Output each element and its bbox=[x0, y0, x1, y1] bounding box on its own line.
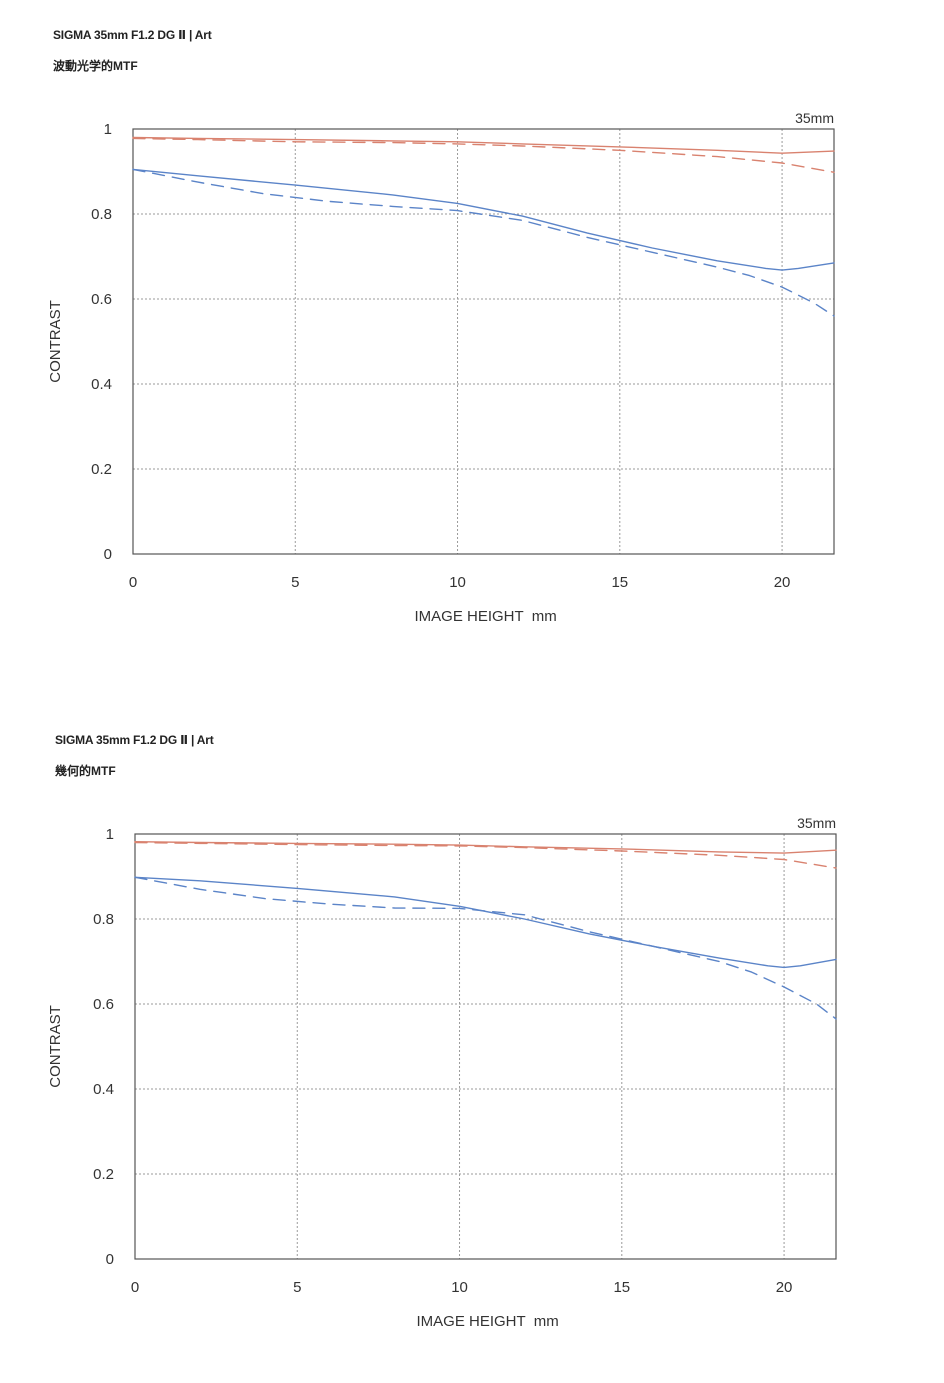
y-tick-label: 0.2 bbox=[93, 1166, 114, 1183]
mtf-series-blue-solid bbox=[132, 168, 835, 271]
product-title: SIGMA 35mm F1.2 DG Ⅱ | Art bbox=[55, 733, 214, 747]
mtf-chart-wave-optics: 0 5 10 15 20 0 0.2 0.4 0.6 0.8 1 IMAGE HEIGHT mm CON… bbox=[47, 110, 835, 625]
x-tick-label: 20 bbox=[776, 1279, 793, 1296]
x-tick-label: 20 bbox=[774, 574, 791, 591]
y-axis-label: CONTRAST bbox=[47, 1005, 64, 1088]
mtf-panel-geometric: SIGMA 35mm F1.2 DG Ⅱ | Art 幾何的MTF 0 5 10 15… bbox=[0, 705, 944, 1383]
mtf-series-blue-dashed bbox=[132, 168, 835, 317]
y-tick-label: 0.6 bbox=[93, 996, 114, 1013]
y-tick-label: 1 bbox=[106, 826, 114, 843]
mtf-series-red-solid bbox=[134, 841, 837, 854]
plot-frame bbox=[132, 128, 835, 555]
x-tick-label: 0 bbox=[129, 574, 137, 591]
x-tick-label: 10 bbox=[451, 1279, 468, 1296]
x-axis-label: IMAGE HEIGHT mm bbox=[416, 1313, 558, 1330]
x-axis-label: IMAGE HEIGHT mm bbox=[414, 608, 556, 625]
y-tick-label: 0.6 bbox=[91, 291, 112, 308]
mtf-series-blue-dashed bbox=[134, 876, 837, 1020]
mtf-series-red-dashed bbox=[132, 137, 835, 173]
x-tick-label: 0 bbox=[131, 1279, 139, 1296]
mtf-series-red-dashed bbox=[134, 841, 837, 869]
mtf-series-blue-solid bbox=[134, 876, 837, 969]
y-tick-label: 0.4 bbox=[91, 376, 112, 393]
y-tick-label: 0.4 bbox=[93, 1081, 114, 1098]
plot-frame bbox=[134, 833, 837, 1260]
chart-title: 波動光学的MTF bbox=[53, 59, 138, 73]
product-title: SIGMA 35mm F1.2 DG Ⅱ | Art bbox=[53, 28, 212, 42]
x-tick-label: 10 bbox=[449, 574, 466, 591]
focal-length-label: 35mm bbox=[795, 110, 834, 126]
mtf-chart-geometric: 0 5 10 15 20 0 0.2 0.4 0.6 0.8 1 IMAGE HEIGHT mm CON… bbox=[47, 815, 837, 1330]
y-tick-label: 0.8 bbox=[93, 911, 114, 928]
chart-title: 幾何的MTF bbox=[55, 764, 116, 778]
y-tick-label: 1 bbox=[104, 121, 112, 138]
y-tick-label: 0 bbox=[106, 1251, 114, 1268]
x-tick-label: 15 bbox=[611, 574, 628, 591]
y-axis-label: CONTRAST bbox=[47, 300, 64, 383]
mtf-series-red-solid bbox=[132, 136, 835, 154]
x-tick-label: 15 bbox=[613, 1279, 630, 1296]
y-tick-label: 0.2 bbox=[91, 461, 112, 478]
y-tick-label: 0 bbox=[104, 546, 112, 563]
x-tick-label: 5 bbox=[291, 574, 299, 591]
mtf-panel-wave-optics: SIGMA 35mm F1.2 DG Ⅱ | Art 波動光学的MTF 0 5 10… bbox=[0, 0, 944, 678]
x-tick-label: 5 bbox=[293, 1279, 301, 1296]
y-tick-label: 0.8 bbox=[91, 206, 112, 223]
focal-length-label: 35mm bbox=[797, 815, 836, 831]
